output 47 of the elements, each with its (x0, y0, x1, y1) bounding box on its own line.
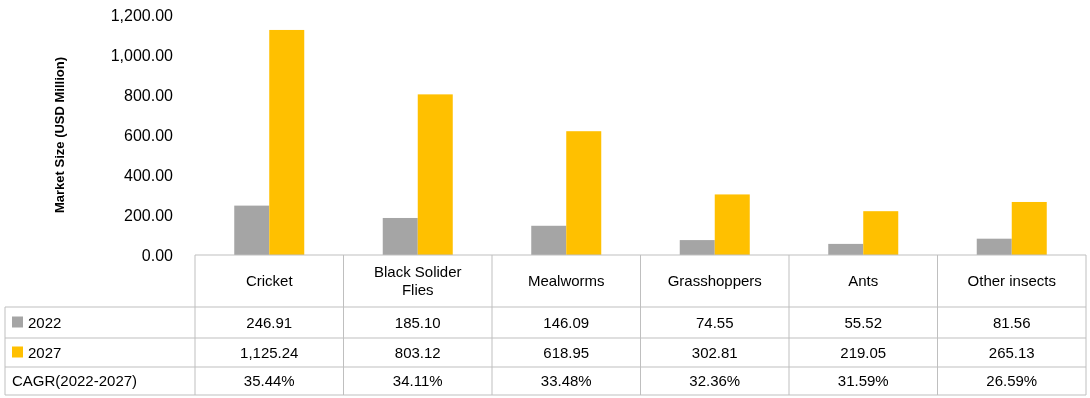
x-tick-label: Black Solider Flies (373, 263, 462, 298)
data-label: 265.13 (988, 343, 1035, 361)
data-label: 302.81 (691, 343, 738, 361)
x-tick-label: Other insects (967, 272, 1056, 289)
x-tick-label: Mealworms (527, 272, 605, 289)
data-label: 246.91 (246, 313, 293, 331)
legend-label: 2027 (28, 343, 62, 361)
bar (679, 240, 715, 255)
bar (269, 29, 305, 255)
y-tick-label: 1,200.00 (110, 6, 174, 24)
data-label: 55.52 (844, 313, 883, 331)
data-label: 618.95 (543, 343, 590, 361)
y-tick-label: 800.00 (124, 86, 174, 104)
data-label: 74.55 (695, 313, 734, 331)
x-tick-label: Grasshoppers (667, 272, 762, 289)
y-axis-title: Market Size (USD Million) (52, 56, 67, 214)
text: 34.11% (392, 372, 443, 389)
y-tick-label: 600.00 (124, 126, 174, 144)
bar (1011, 201, 1047, 255)
data-label: 185.10 (394, 313, 441, 331)
data-label: 81.56 (992, 313, 1031, 331)
y-tick-label: 400.00 (124, 166, 174, 184)
bar (382, 217, 418, 255)
text: 31.59% (837, 372, 889, 389)
x-tick-label: Cricket (245, 272, 294, 289)
bar (863, 211, 899, 255)
text: CAGR(2022-2027) (12, 372, 138, 389)
y-tick-label: 200.00 (124, 206, 174, 224)
data-label: 1,125.24 (240, 343, 299, 361)
bar (417, 94, 453, 255)
text: 32.36% (689, 372, 741, 389)
data-label: 219.05 (840, 343, 887, 361)
y-tick-label: 1,000.00 (110, 46, 174, 64)
bar (714, 194, 750, 255)
bar (976, 238, 1012, 255)
data-label: 146.09 (543, 313, 590, 331)
text: 35.44% (243, 372, 295, 389)
text: 33.48% (540, 372, 592, 389)
bar (234, 205, 270, 255)
y-tick-label: 0.00 (141, 246, 174, 264)
bar (828, 243, 864, 255)
text: 26.59% (986, 372, 1038, 389)
legend-label: 2022 (28, 313, 62, 331)
bar (566, 131, 602, 255)
bar (531, 225, 567, 255)
data-label: 803.12 (394, 343, 441, 361)
x-tick-label: Ants (848, 272, 879, 289)
